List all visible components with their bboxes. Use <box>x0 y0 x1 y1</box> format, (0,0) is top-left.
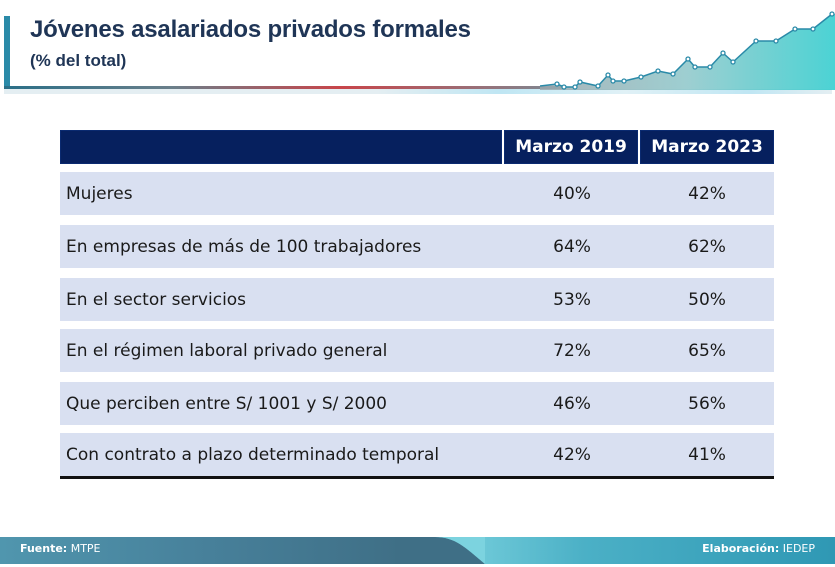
source-value: MTPE <box>70 542 101 555</box>
table-row: Mujeres 40% 42% <box>60 172 774 215</box>
row-label: Mujeres <box>60 172 504 215</box>
data-table: Marzo 2019 Marzo 2023 Mujeres 40% 42% En… <box>60 130 774 479</box>
trend-point <box>595 83 601 89</box>
trend-point <box>753 38 759 44</box>
value-2023: 65% <box>640 329 774 372</box>
credit-label: Elaboración: <box>702 542 780 555</box>
trend-point <box>621 78 627 84</box>
trend-point <box>792 26 798 32</box>
value-2023: 42% <box>640 172 774 215</box>
trend-point <box>572 84 578 90</box>
value-2019: 46% <box>504 382 641 425</box>
value-2019: 40% <box>504 172 641 215</box>
trend-point <box>829 11 835 17</box>
table-row: Con contrato a plazo determinado tempora… <box>60 433 774 479</box>
row-label: En empresas de más de 100 trabajadores <box>60 225 504 268</box>
row-label: Con contrato a plazo determinado tempora… <box>60 433 504 479</box>
credit-value: IEDEP <box>782 542 815 555</box>
trend-point <box>638 74 644 80</box>
table-row: En el régimen laboral privado general 72… <box>60 329 774 372</box>
trend-point <box>773 38 779 44</box>
trend-point <box>685 56 691 62</box>
title-accent-bar <box>4 16 10 90</box>
trend-point <box>561 84 567 90</box>
source-label: Fuente: <box>20 542 68 555</box>
trend-area <box>540 14 835 90</box>
value-2019: 72% <box>504 329 641 372</box>
value-2023: 41% <box>640 433 774 479</box>
table-row: En empresas de más de 100 trabajadores 6… <box>60 225 774 268</box>
table-row: Que perciben entre S/ 1001 y S/ 2000 46%… <box>60 382 774 425</box>
header-divider <box>4 86 564 89</box>
footer-credit: Elaboración: IEDEP <box>702 542 815 555</box>
value-2019: 42% <box>504 433 641 479</box>
trend-point <box>692 64 698 70</box>
header-underline-band <box>4 89 832 94</box>
page-subtitle: (% del total) <box>30 51 127 70</box>
trend-point <box>810 26 816 32</box>
trend-point <box>720 50 726 56</box>
footer-source: Fuente: MTPE <box>20 542 101 555</box>
page-title: Jóvenes asalariados privados formales <box>30 16 471 43</box>
trend-point <box>610 78 616 84</box>
column-header-label <box>60 130 504 164</box>
trend-line <box>540 13 833 88</box>
footer-wave-decoration <box>395 537 485 564</box>
trend-point <box>577 79 583 85</box>
column-header-2023: Marzo 2023 <box>640 130 774 164</box>
table-header-row: Marzo 2019 Marzo 2023 <box>60 130 774 164</box>
decorative-trend-graphic <box>540 11 835 90</box>
row-label: Que perciben entre S/ 1001 y S/ 2000 <box>60 382 504 425</box>
trend-point <box>670 71 676 77</box>
row-label: En el régimen laboral privado general <box>60 329 504 372</box>
row-label: En el sector servicios <box>60 278 504 321</box>
value-2023: 62% <box>640 225 774 268</box>
trend-point <box>655 68 661 74</box>
value-2019: 53% <box>504 278 641 321</box>
value-2019: 64% <box>504 225 641 268</box>
value-2023: 56% <box>640 382 774 425</box>
column-header-2019: Marzo 2019 <box>504 130 641 164</box>
trend-point <box>554 81 560 87</box>
trend-point <box>730 59 736 65</box>
trend-point <box>605 72 611 78</box>
value-2023: 50% <box>640 278 774 321</box>
table-row: En el sector servicios 53% 50% <box>60 278 774 321</box>
trend-point <box>707 64 713 70</box>
